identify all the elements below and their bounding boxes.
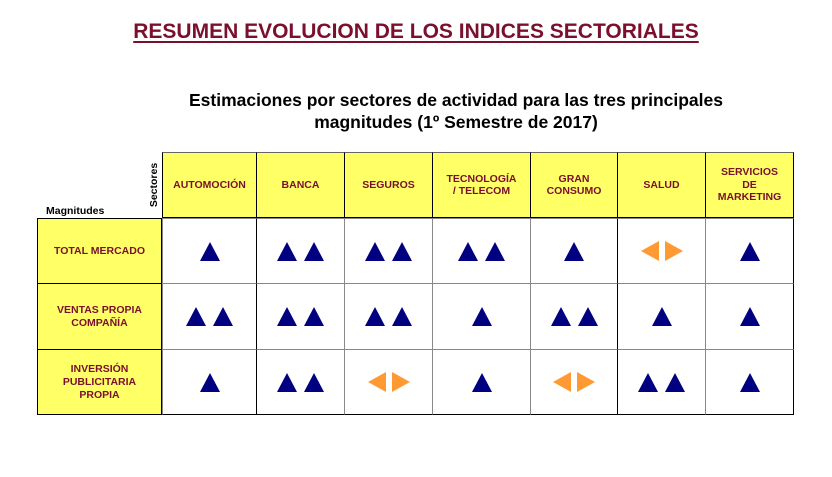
table-cell bbox=[617, 218, 706, 284]
up-triangle-icon bbox=[739, 307, 760, 326]
column-header-label: GRAN CONSUMO bbox=[546, 172, 602, 198]
magnitudes-axis-label: Magnitudes bbox=[46, 205, 105, 217]
table-cell bbox=[162, 283, 257, 350]
up-triangle-icon bbox=[392, 241, 412, 261]
up-triangle-icon bbox=[471, 372, 492, 392]
table-cell bbox=[344, 349, 433, 415]
up-triangle-icon bbox=[213, 307, 233, 326]
left-triangle-icon bbox=[553, 372, 571, 392]
up-triangle-icon bbox=[550, 307, 571, 326]
table-cell bbox=[162, 218, 257, 284]
up-triangle-icon bbox=[304, 241, 324, 261]
column-header-label: SALUD bbox=[643, 178, 680, 191]
up-triangle-icon bbox=[458, 241, 478, 261]
up-triangle-icon bbox=[186, 307, 206, 326]
up-triangle-icon bbox=[471, 307, 492, 326]
column-header: GRAN CONSUMO bbox=[530, 152, 618, 218]
column-header-label: AUTOMOCIÓN bbox=[173, 178, 246, 191]
table-cell bbox=[530, 349, 618, 415]
column-header: SERVICIOS DE MARKETING bbox=[705, 152, 794, 218]
up-triangle-icon bbox=[638, 372, 658, 392]
up-triangle-icon bbox=[277, 372, 297, 392]
column-header-label: BANCA bbox=[281, 178, 320, 191]
up-triangle-icon bbox=[485, 241, 505, 261]
table-cell bbox=[432, 218, 531, 284]
up-triangle-icon bbox=[651, 307, 672, 326]
column-header-label: TECNOLOGÍA / TELECOM bbox=[446, 172, 517, 198]
column-header-label: SEGUROS bbox=[362, 178, 415, 191]
column-header-label: SERVICIOS DE MARKETING bbox=[717, 166, 782, 204]
table-cell bbox=[432, 349, 531, 415]
table-cell bbox=[256, 349, 345, 415]
column-header: SEGUROS bbox=[344, 152, 433, 218]
up-triangle-icon bbox=[577, 307, 598, 326]
page-title-text: RESUMEN EVOLUCION DE LOS INDICES SECTORI… bbox=[133, 20, 699, 43]
up-triangle-icon bbox=[304, 372, 324, 392]
column-header: TECNOLOGÍA / TELECOM bbox=[432, 152, 531, 218]
up-triangle-icon bbox=[304, 307, 324, 326]
table-cell bbox=[344, 283, 433, 350]
row-header-label: TOTAL MERCADO bbox=[54, 244, 145, 257]
row-header-label: INVERSIÓN PUBLICITARIA PROPIA bbox=[62, 362, 137, 401]
column-header: SALUD bbox=[617, 152, 706, 218]
page-title: RESUMEN EVOLUCION DE LOS INDICES SECTORI… bbox=[0, 20, 832, 44]
table-cell bbox=[432, 283, 531, 350]
table-cell bbox=[705, 349, 794, 415]
right-triangle-icon bbox=[391, 372, 410, 392]
up-triangle-icon bbox=[277, 241, 297, 261]
up-triangle-icon bbox=[564, 241, 584, 261]
column-header: AUTOMOCIÓN bbox=[162, 152, 257, 218]
right-triangle-icon bbox=[577, 372, 595, 392]
sectores-label-text: Sectores bbox=[148, 162, 160, 208]
row-header: TOTAL MERCADO bbox=[37, 218, 162, 284]
up-triangle-icon bbox=[665, 372, 685, 392]
table-cell bbox=[162, 349, 257, 415]
subtitle-line-2: magnitudes (1º Semestre de 2017) bbox=[314, 112, 598, 132]
column-header: BANCA bbox=[256, 152, 345, 218]
table-cell bbox=[617, 349, 706, 415]
subtitle-line-1: Estimaciones por sectores de actividad p… bbox=[189, 90, 723, 110]
row-header: INVERSIÓN PUBLICITARIA PROPIA bbox=[37, 349, 162, 415]
row-header: VENTAS PROPIA COMPAÑÍA bbox=[37, 283, 162, 350]
row-header-label: VENTAS PROPIA COMPAÑÍA bbox=[57, 303, 142, 329]
sectores-axis-label: Sectores bbox=[147, 152, 161, 218]
table-cell bbox=[256, 283, 345, 350]
up-triangle-icon bbox=[199, 241, 220, 261]
table-cell bbox=[705, 283, 794, 350]
up-triangle-icon bbox=[392, 307, 412, 326]
left-triangle-icon bbox=[640, 241, 659, 261]
table-cell bbox=[530, 218, 618, 284]
table-cell bbox=[256, 218, 345, 284]
table-cell bbox=[530, 283, 618, 350]
up-triangle-icon bbox=[199, 372, 220, 392]
up-triangle-icon bbox=[739, 372, 760, 392]
up-triangle-icon bbox=[365, 307, 385, 326]
left-triangle-icon bbox=[367, 372, 386, 392]
table-cell bbox=[344, 218, 433, 284]
subtitle: Estimaciones por sectores de actividad p… bbox=[40, 89, 832, 133]
up-triangle-icon bbox=[365, 241, 385, 261]
right-triangle-icon bbox=[664, 241, 683, 261]
table-cell bbox=[617, 283, 706, 350]
up-triangle-icon bbox=[277, 307, 297, 326]
up-triangle-icon bbox=[739, 241, 760, 261]
table-cell bbox=[705, 218, 794, 284]
